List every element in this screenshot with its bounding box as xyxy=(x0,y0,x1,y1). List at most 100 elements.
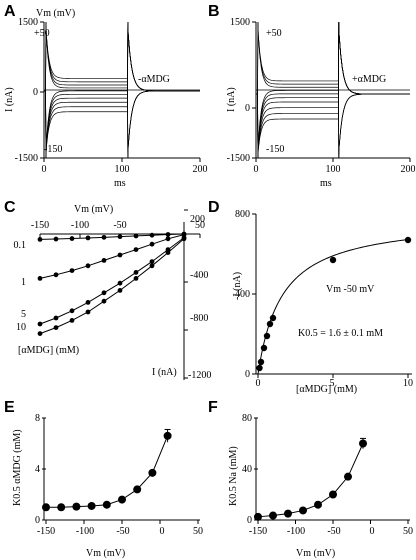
panel-c-data-point xyxy=(69,318,75,323)
panel-d: D -I (nA) [αMDG] (mM) Vm -50 mV K0.5 = 1… xyxy=(208,199,413,395)
panel-c-data-point xyxy=(53,272,59,278)
panel-d-data-point xyxy=(257,358,265,366)
panel-c-series-label: 5 xyxy=(21,309,26,320)
panel-e: E K0.5 αMDG (mM) Vm (mV) 8 4 0 -150 -100… xyxy=(4,399,203,559)
panel-b-letter: B xyxy=(208,3,220,20)
panel-a-traces xyxy=(44,21,200,159)
panel-c-xlabel: Vm (mV) xyxy=(74,204,113,215)
panel-e-data-point xyxy=(133,485,142,494)
panel-c-data-point xyxy=(149,259,155,264)
panel-c-data-point xyxy=(133,276,139,281)
panel-a: A Vm (mV) +50 -150 -αMDG I (nA) ms 1500 … xyxy=(4,3,208,189)
panel-c-ylabel: I (nA) xyxy=(152,367,177,378)
panel-c-plot xyxy=(37,231,187,336)
panel-a-ytick-label: -1500 xyxy=(15,153,38,164)
panel-b-xlabel: ms xyxy=(320,178,332,189)
panel-e-xlabel: Vm (mV) xyxy=(86,548,125,559)
panel-d-annotation-k: K0.5 = 1.6 ± 0.1 mM xyxy=(298,328,383,339)
panel-c-ytick-label: -800 xyxy=(190,313,208,324)
panel-f-xtick-label: 50 xyxy=(403,526,413,537)
panel-e-data-point xyxy=(72,502,81,511)
panel-c-data-point xyxy=(165,232,171,237)
panel-f-data-point xyxy=(344,472,352,481)
panel-f-ylabel: K0.5 Na (mM) xyxy=(228,446,239,506)
panel-c-data-point xyxy=(181,236,187,242)
panel-c-series-line xyxy=(39,238,185,335)
panel-c-data-point xyxy=(117,252,123,258)
panel-c-data-point xyxy=(149,241,155,247)
panel-e-xtick-label: -100 xyxy=(76,526,94,537)
panel-b-annotation-bottom: -150 xyxy=(266,144,284,155)
panel-e-ytick-label: 8 xyxy=(35,413,40,424)
panel-d-ticks xyxy=(252,213,409,378)
panel-c-data-point xyxy=(101,290,107,296)
panel-c-series-label: 0.1 xyxy=(14,240,27,251)
panel-d-fit-curve xyxy=(257,239,409,375)
panel-d-data-point xyxy=(256,364,263,372)
panel-c-data-point xyxy=(85,300,91,305)
panel-a-xlabel: ms xyxy=(114,178,126,189)
panel-e-xtick-label: 50 xyxy=(193,526,203,537)
panel-b-ytick-label: 1500 xyxy=(230,17,250,28)
panel-c-yticks xyxy=(184,209,188,379)
panel-c-data-point xyxy=(37,237,43,242)
panel-f-ytick-label: 80 xyxy=(242,413,252,424)
panel-b-ytick-label: 0 xyxy=(245,103,250,114)
panel-e-data-point xyxy=(118,495,126,504)
panel-f-ytick-label: 0 xyxy=(247,515,252,526)
panel-d-data-point xyxy=(266,320,274,328)
panel-e-ticks xyxy=(42,417,199,524)
panel-c-series-line xyxy=(39,233,185,240)
panel-c-data-point xyxy=(53,236,59,242)
panel-d-xtick-label: 10 xyxy=(403,378,413,389)
panel-f: F K0.5 Na (mM) Vm (mV) 80 40 0 -150 -100… xyxy=(208,399,413,559)
panel-e-xtick-label: -150 xyxy=(37,526,55,537)
panel-d-data-point xyxy=(329,256,337,264)
panel-c-data-point xyxy=(69,308,75,314)
panel-d-data-point xyxy=(269,314,277,322)
panel-e-xtick-label: 0 xyxy=(160,526,165,537)
panel-c-data-point xyxy=(101,258,107,263)
panel-c-data-point xyxy=(53,315,59,321)
panel-c-data-point xyxy=(101,298,107,304)
panel-c-data-point xyxy=(133,270,139,275)
panel-c-data-point xyxy=(101,234,107,240)
panel-c-data-point xyxy=(165,236,171,242)
panel-b-xtick-label: 0 xyxy=(254,164,259,175)
panel-b-annotation-top: +50 xyxy=(266,28,282,39)
panel-e-xtick-label: -50 xyxy=(116,526,129,537)
panel-c-data-point xyxy=(37,321,43,327)
panel-e-letter: E xyxy=(4,399,15,416)
panel-e-ytick-label: 0 xyxy=(35,515,40,526)
panel-a-voltage-label: Vm (mV) xyxy=(36,8,75,19)
panel-c-data-point xyxy=(117,288,123,293)
panel-b-xtick-label: 200 xyxy=(401,164,416,175)
panel-f-data-point xyxy=(314,500,322,509)
panel-e-data-point xyxy=(87,501,96,510)
panel-e-data-point xyxy=(102,500,111,509)
panel-d-ylabel: -I (nA) xyxy=(232,272,243,300)
panel-d-xlabel: [αMDG] (mM) xyxy=(296,384,357,395)
panel-f-xtick-label: -100 xyxy=(287,526,305,537)
panel-c-data-point xyxy=(117,234,123,240)
panel-c-ytick-label: 200 xyxy=(190,214,205,225)
panel-f-data-point xyxy=(359,439,367,448)
panel-a-ylabel: I (nA) xyxy=(4,87,15,112)
panel-a-ytick-label: 0 xyxy=(33,87,38,98)
panel-c: C Vm (mV) -150 -100 -50 50 200 -400 -800… xyxy=(4,199,211,381)
panel-d-letter: D xyxy=(208,199,220,216)
panel-c-ytick-label: -1200 xyxy=(188,370,211,381)
panel-c-data-point xyxy=(165,250,171,256)
panel-d-ytick-label: 800 xyxy=(235,209,250,220)
panel-c-series-label: 10 xyxy=(16,322,26,333)
panel-a-annotation-top: +50 xyxy=(34,28,50,39)
panel-f-xtick-label: 0 xyxy=(370,526,375,537)
panel-d-xtick-label: 5 xyxy=(330,378,335,389)
panel-f-xlabel: Vm (mV) xyxy=(296,548,335,559)
panel-c-data-point xyxy=(37,331,43,336)
panel-c-letter: C xyxy=(4,199,16,216)
panel-c-data-point xyxy=(37,276,43,281)
panel-d-ytick-label: 400 xyxy=(235,289,250,300)
panel-c-data-point xyxy=(85,235,91,241)
